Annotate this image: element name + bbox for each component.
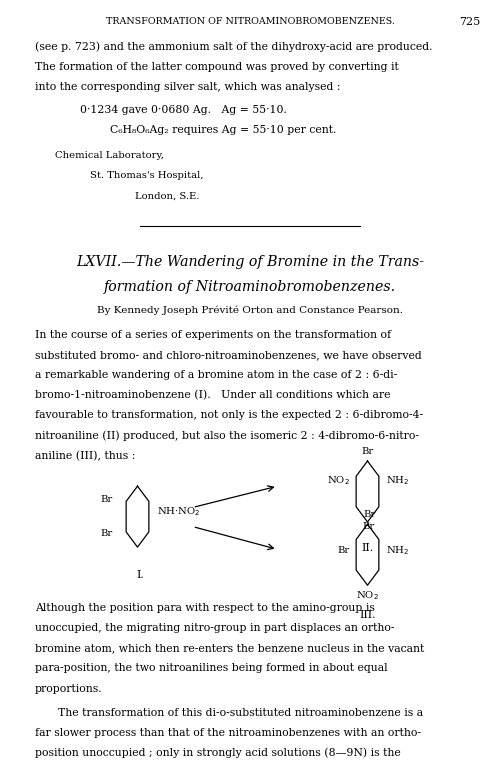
Text: NH$\cdot$NO$_2$: NH$\cdot$NO$_2$ [156, 506, 200, 518]
Text: NO$_2$: NO$_2$ [356, 589, 379, 602]
Text: (see p. 723) and the ammonium salt of the dihydroxy-acid are produced.: (see p. 723) and the ammonium salt of th… [35, 42, 432, 53]
Text: LXVII.—The Wandering of Bromine in the Trans-: LXVII.—The Wandering of Bromine in the T… [76, 255, 424, 268]
Text: a remarkable wandering of a bromine atom in the case of 2 : 6-di-: a remarkable wandering of a bromine atom… [35, 370, 397, 380]
Text: II.: II. [362, 543, 374, 553]
Text: Br: Br [362, 447, 374, 456]
Text: Although the position para with respect to the amino-group is: Although the position para with respect … [35, 603, 375, 613]
Text: nitroaniline (II) produced, but also the isomeric 2 : 4-dibromo-6-nitro-: nitroaniline (II) produced, but also the… [35, 431, 419, 441]
Text: into the corresponding silver salt, which was analysed :: into the corresponding silver salt, whic… [35, 82, 340, 92]
Text: aniline (III), thus :: aniline (III), thus : [35, 450, 136, 461]
Text: substituted bromo- and chloro-nitroaminobenzenes, we have observed: substituted bromo- and chloro-nitroamino… [35, 350, 422, 360]
Text: Br: Br [337, 546, 349, 555]
Text: para-position, the two nitroanilines being formed in about equal: para-position, the two nitroanilines bei… [35, 663, 388, 674]
Text: London, S.E.: London, S.E. [135, 191, 200, 200]
Text: In the course of a series of experiments on the transformation of: In the course of a series of experiments… [35, 329, 391, 340]
Text: III.: III. [359, 610, 376, 620]
Text: NO$_2$: NO$_2$ [326, 475, 349, 487]
Text: I.: I. [136, 570, 144, 580]
Text: The formation of the latter compound was proved by converting it: The formation of the latter compound was… [35, 62, 399, 72]
Text: By Kennedy Joseph Prévité Orton and Constance Pearson.: By Kennedy Joseph Prévité Orton and Cons… [97, 306, 403, 315]
Text: TRANSFORMATION OF NITROAMINOBROMOBENZENES.: TRANSFORMATION OF NITROAMINOBROMOBENZENE… [106, 17, 395, 26]
Text: The transformation of this di-o-substituted nitroaminobenzene is a: The transformation of this di-o-substitu… [58, 707, 422, 718]
Text: NH$_2$: NH$_2$ [386, 475, 409, 487]
Text: Br: Br [101, 529, 113, 538]
Text: Chemical Laboratory,: Chemical Laboratory, [55, 151, 164, 160]
Text: proportions.: proportions. [35, 684, 102, 693]
Text: 0·1234 gave 0·0680 Ag.   Ag = 55·10.: 0·1234 gave 0·0680 Ag. Ag = 55·10. [80, 104, 287, 115]
Text: 725: 725 [459, 17, 480, 27]
Text: Br: Br [101, 495, 113, 504]
Text: bromo-1-nitroaminobenzene (I).   Under all conditions which are: bromo-1-nitroaminobenzene (I). Under all… [35, 390, 391, 401]
Text: position unoccupied ; only in strongly acid solutions (8—9N) is the: position unoccupied ; only in strongly a… [35, 748, 401, 758]
Text: formation of Nitroaminobromobenzenes.: formation of Nitroaminobromobenzenes. [104, 280, 396, 294]
Text: NH$_2$: NH$_2$ [386, 544, 409, 556]
Text: bromine atom, which then re-enters the benzene nucleus in the vacant: bromine atom, which then re-enters the b… [35, 643, 424, 653]
Text: unoccupied, the migrating nitro-group in part displaces an ortho-: unoccupied, the migrating nitro-group in… [35, 623, 395, 633]
Text: Br: Br [362, 522, 375, 531]
Text: far slower process than that of the nitroaminobenzenes with an ortho-: far slower process than that of the nitr… [35, 728, 421, 738]
Text: Br: Br [364, 510, 376, 519]
Text: favourable to transformation, not only is the expected 2 : 6-dibromo-4-: favourable to transformation, not only i… [35, 410, 423, 421]
Text: St. Thomas's Hospital,: St. Thomas's Hospital, [90, 171, 204, 181]
Text: C₆H₈O₆Ag₂ requires Ag = 55·10 per cent.: C₆H₈O₆Ag₂ requires Ag = 55·10 per cent. [110, 125, 336, 135]
